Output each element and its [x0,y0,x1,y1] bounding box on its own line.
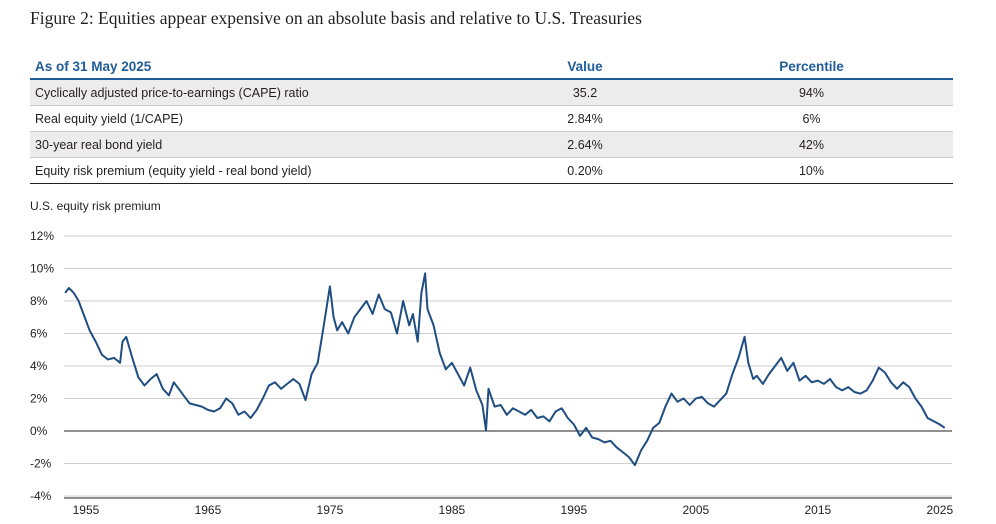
row-label: Real equity yield (1/CAPE) [30,105,500,132]
header-as-of: As of 31 May 2025 [30,55,500,80]
row-percentile: 6% [670,105,953,132]
y-tick-label: 10% [30,262,54,276]
row-percentile: 42% [670,131,953,158]
x-tick-label: 1975 [317,503,344,517]
row-value: 2.84% [500,105,670,132]
figure-title: Figure 2: Equities appear expensive on a… [30,8,642,28]
x-tick-label: 1985 [439,503,466,517]
row-percentile: 10% [670,157,953,184]
y-tick-label: -4% [30,489,52,503]
row-label: Cyclically adjusted price-to-earnings (C… [30,79,500,106]
x-tick-label: 2015 [804,503,831,517]
series-line [64,272,946,467]
y-tick-label: 6% [30,327,48,341]
row-percentile: 94% [670,79,953,106]
row-value: 0.20% [500,157,670,184]
header-value: Value [500,55,670,80]
chart-title: U.S. equity risk premium [30,199,161,213]
y-tick-label: 12% [30,229,54,243]
table-row: Equity risk premium (equity yield - real… [30,157,953,184]
y-tick-label: 4% [30,359,48,373]
table-row: 30-year real bond yield 2.64% 42% [30,131,953,158]
row-label: Equity risk premium (equity yield - real… [30,157,500,184]
y-tick-label: 0% [30,424,48,438]
x-tick-label: 2005 [682,503,709,517]
y-tick-label: -2% [30,457,52,471]
row-value: 2.64% [500,131,670,158]
x-tick-label: 1965 [195,503,222,517]
valuation-table: As of 31 May 2025 Value Percentile Cycli… [30,55,953,184]
row-value: 35.2 [500,79,670,106]
table-row: Real equity yield (1/CAPE) 2.84% 6% [30,105,953,132]
header-percentile: Percentile [670,55,953,80]
y-tick-label: 2% [30,392,48,406]
x-tick-label: 1955 [73,503,100,517]
x-tick-label: 2025 [926,503,953,517]
row-label: 30-year real bond yield [30,131,500,158]
x-tick-label: 1995 [561,503,588,517]
table-row: Cyclically adjusted price-to-earnings (C… [30,79,953,106]
y-tick-label: 8% [30,294,48,308]
table-header-row: As of 31 May 2025 Value Percentile [30,55,953,80]
